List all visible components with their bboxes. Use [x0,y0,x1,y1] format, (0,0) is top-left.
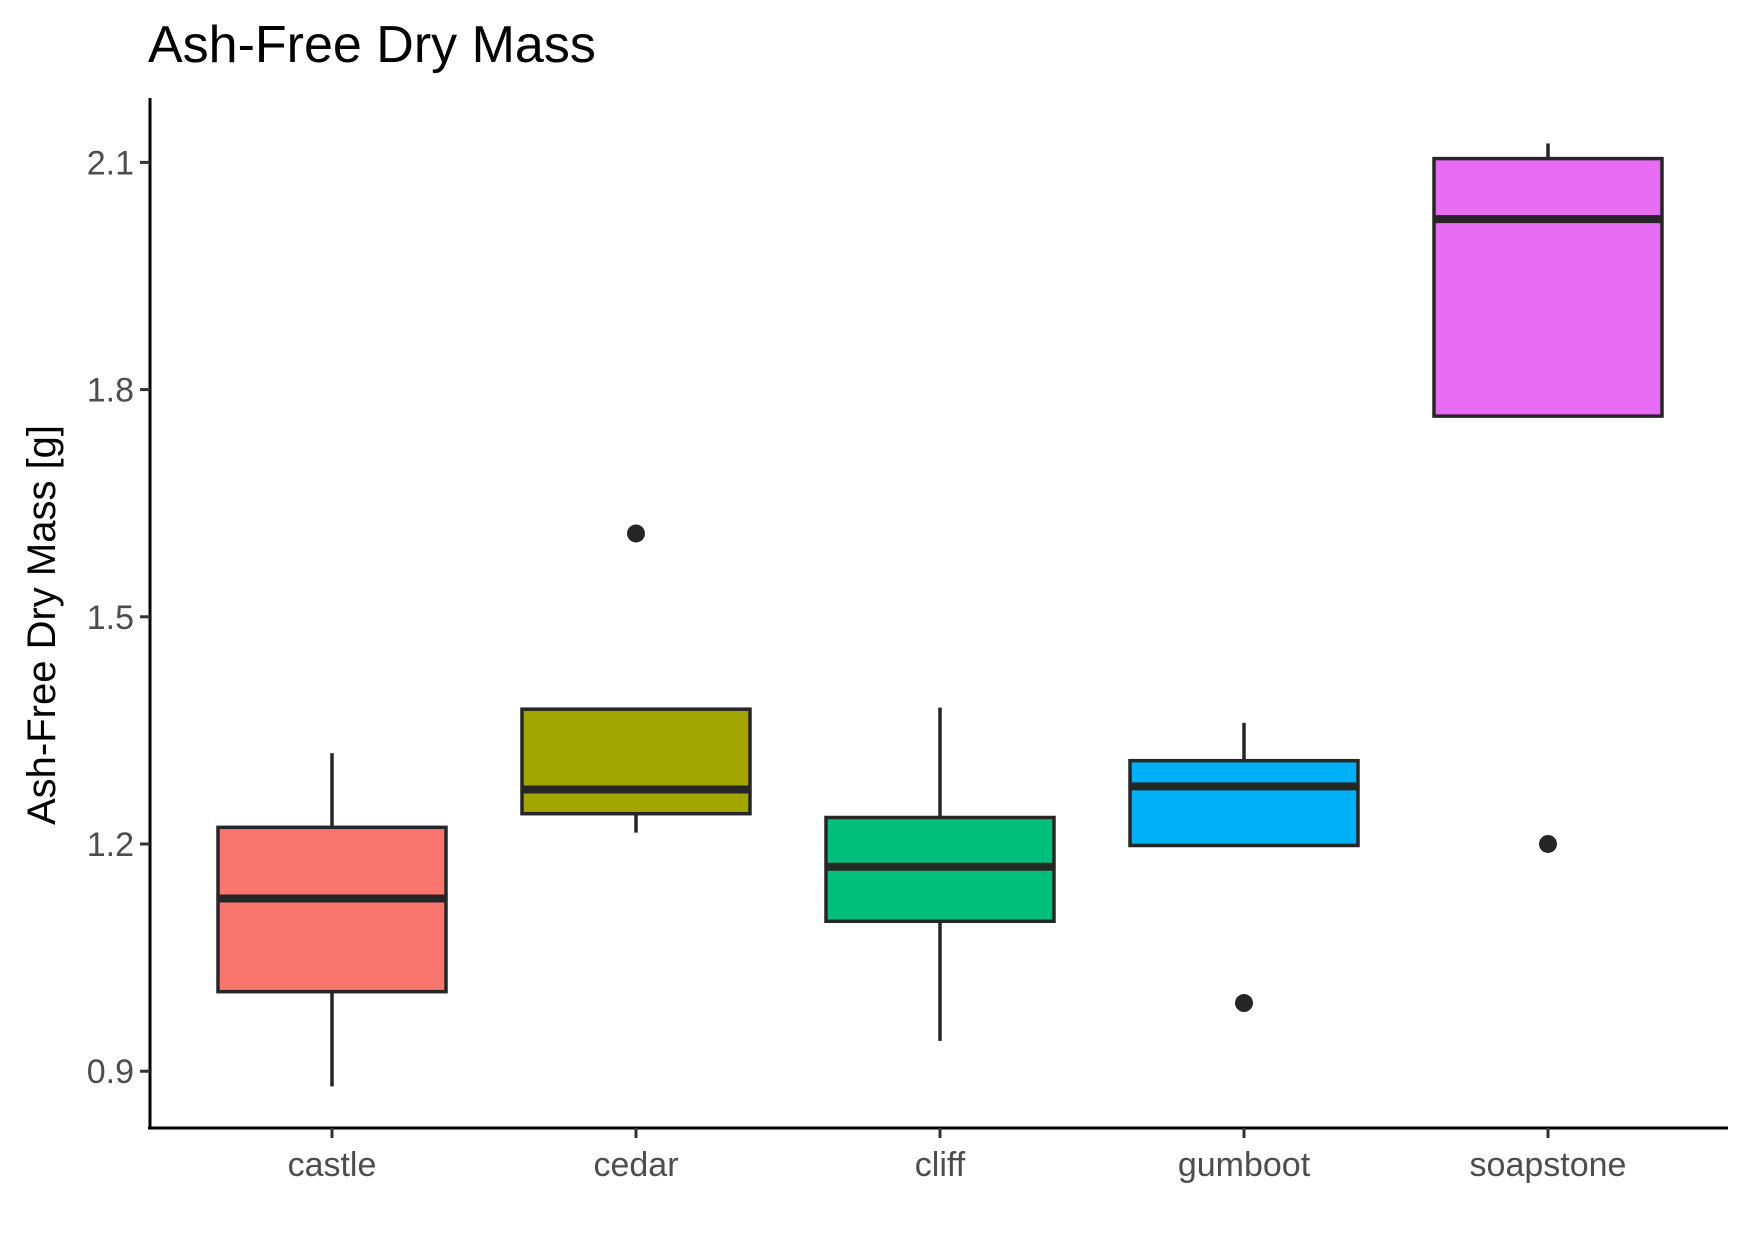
x-tick-label: gumboot [1178,1146,1311,1184]
box-castle [216,753,448,1087]
y-tick-label: 1.5 [87,599,134,637]
y-tick-label: 0.9 [87,1053,134,1091]
outlier-point [1539,834,1557,853]
x-tick-label: cliff [915,1146,966,1184]
box-cedar [520,524,752,833]
outlier-point [627,524,645,543]
y-tick-label: 1.8 [87,372,134,410]
y-tick-label: 1.2 [87,826,134,864]
x-tick-label: castle [288,1146,377,1184]
y-axis-title: Ash-Free Dry Mass [g] [20,425,64,825]
outlier-point [1235,994,1253,1013]
box-cliff [824,707,1056,1041]
y-axis-ticks: 0.9 1.2 1.5 1.8 2.1 [87,144,150,1091]
box-body [1128,758,1360,848]
y-tick-label: 2.1 [87,144,134,182]
box-series [216,143,1664,1087]
box-soapstone [1432,143,1664,853]
x-axis-ticks: castle cedar cliff gumboot soapstone [288,1128,1627,1184]
x-tick-label: cedar [593,1146,678,1184]
box-gumboot [1128,722,1360,1013]
chart-title: Ash-Free Dry Mass [148,16,596,74]
box-body [216,825,448,994]
x-tick-label: soapstone [1470,1146,1627,1184]
box-body [1432,156,1664,418]
box-body [520,707,752,816]
